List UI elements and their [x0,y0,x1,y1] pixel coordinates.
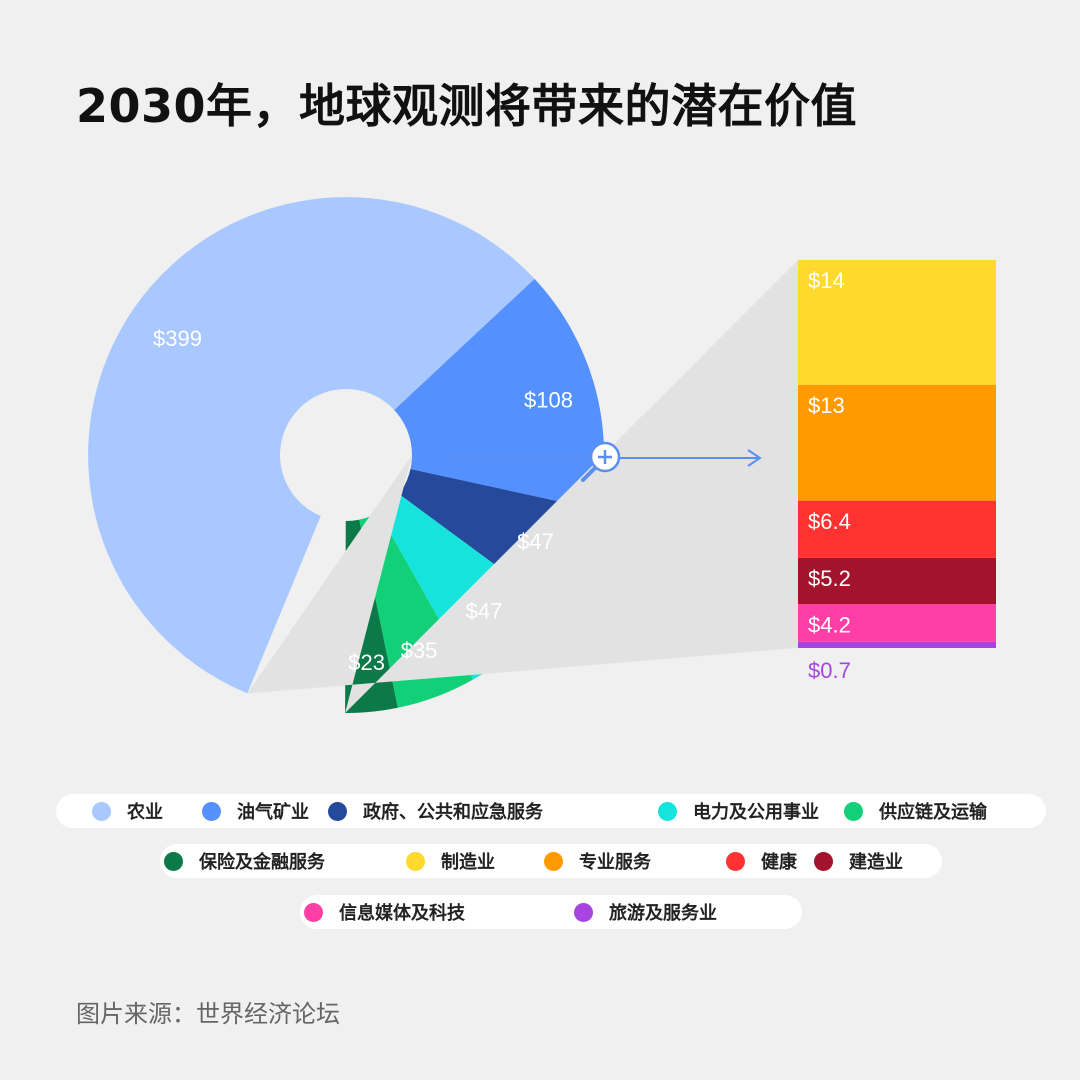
legend-item: 专业服务 [544,844,651,878]
legend-item: 供应链及运输 [844,794,987,828]
arrow-head-icon [747,449,762,467]
zoom-in-icon [581,441,621,482]
legend-label: 电力及公用事业 [693,802,819,823]
legend-label: 健康 [761,852,797,873]
breakdown-label-3: $5.2 [808,566,851,591]
legend-label: 建造业 [849,852,903,873]
legend-label: 政府、公共和应急服务 [363,802,543,823]
legend-label: 信息媒体及科技 [339,903,465,924]
legend-label: 油气矿业 [237,802,309,823]
legend-swatch [574,902,593,922]
legend-label: 专业服务 [579,852,651,873]
legend-swatch [544,851,563,871]
legend-item: 旅游及服务业 [574,895,717,929]
zoom-connector [450,441,762,482]
breakdown-bar-1 [798,384,996,501]
breakdown-label-0: $14 [808,268,845,293]
legend-row-1: 农业 油气矿业 政府、公共和应急服务 电力及公用事业 供应链及运输 [56,794,1046,828]
breakdown-bar-4 [798,604,996,642]
breakdown-bar-3 [798,557,996,605]
slice-label-3: $47 [466,599,503,624]
legend-swatch [814,851,833,871]
breakdown-label-1: $13 [808,393,845,418]
slice-label-0: $399 [153,326,202,351]
legend-swatch [406,851,425,871]
breakdown-label-4: $4.2 [808,612,851,637]
source-note: 图片来源：世界经济论坛 [76,1000,340,1028]
breakdown-bar-0 [798,260,996,385]
legend-item: 农业 [92,794,163,828]
breakdown-bar-5 [798,641,996,648]
legend-item: 电力及公用事业 [658,794,819,828]
legend-swatch [304,902,323,922]
legend-item: 油气矿业 [202,794,309,828]
slice-label-1: $108 [524,387,573,412]
legend-item: 信息媒体及科技 [304,895,465,929]
legend-swatch [844,801,863,821]
slice-label-5: $23 [348,650,385,675]
slice-label-4: $35 [401,638,438,663]
zoom-wedge [247,260,799,713]
legend-swatch [726,851,745,871]
legend-label: 旅游及服务业 [609,903,717,924]
breakdown-label-2: $6.4 [808,509,851,534]
legend-item: 健康 [726,844,797,878]
breakdown-label-5: $0.7 [808,658,851,683]
legend-swatch [92,801,111,821]
legend-row-2: 保险及金融服务 制造业 专业服务 健康 建造业 [160,844,942,878]
legend-swatch [658,801,677,821]
legend-swatch [202,801,221,821]
pie-center-hole [280,389,412,521]
legend-row-3: 信息媒体及科技 旅游及服务业 [300,895,802,929]
legend-label: 保险及金融服务 [199,852,325,873]
legend-item: 制造业 [406,844,495,878]
slice-label-2: $47 [517,529,554,554]
legend-swatch [164,851,183,871]
legend-label: 农业 [127,802,163,823]
legend-label: 制造业 [441,852,495,873]
legend-item: 建造业 [814,844,903,878]
legend-label: 供应链及运输 [879,802,987,823]
pie-chart: $399 $108 $47 $47 $35 $23 $14 $13 $6.4 $5.2 $4.2 $0… [88,197,996,714]
page-title: 2030年，地球观测将带来的潜在价值 [76,79,858,133]
legend-item: 政府、公共和应急服务 [328,794,543,828]
breakdown-bar-2 [798,500,996,558]
legend-swatch [328,801,347,821]
legend-item: 保险及金融服务 [164,844,325,878]
